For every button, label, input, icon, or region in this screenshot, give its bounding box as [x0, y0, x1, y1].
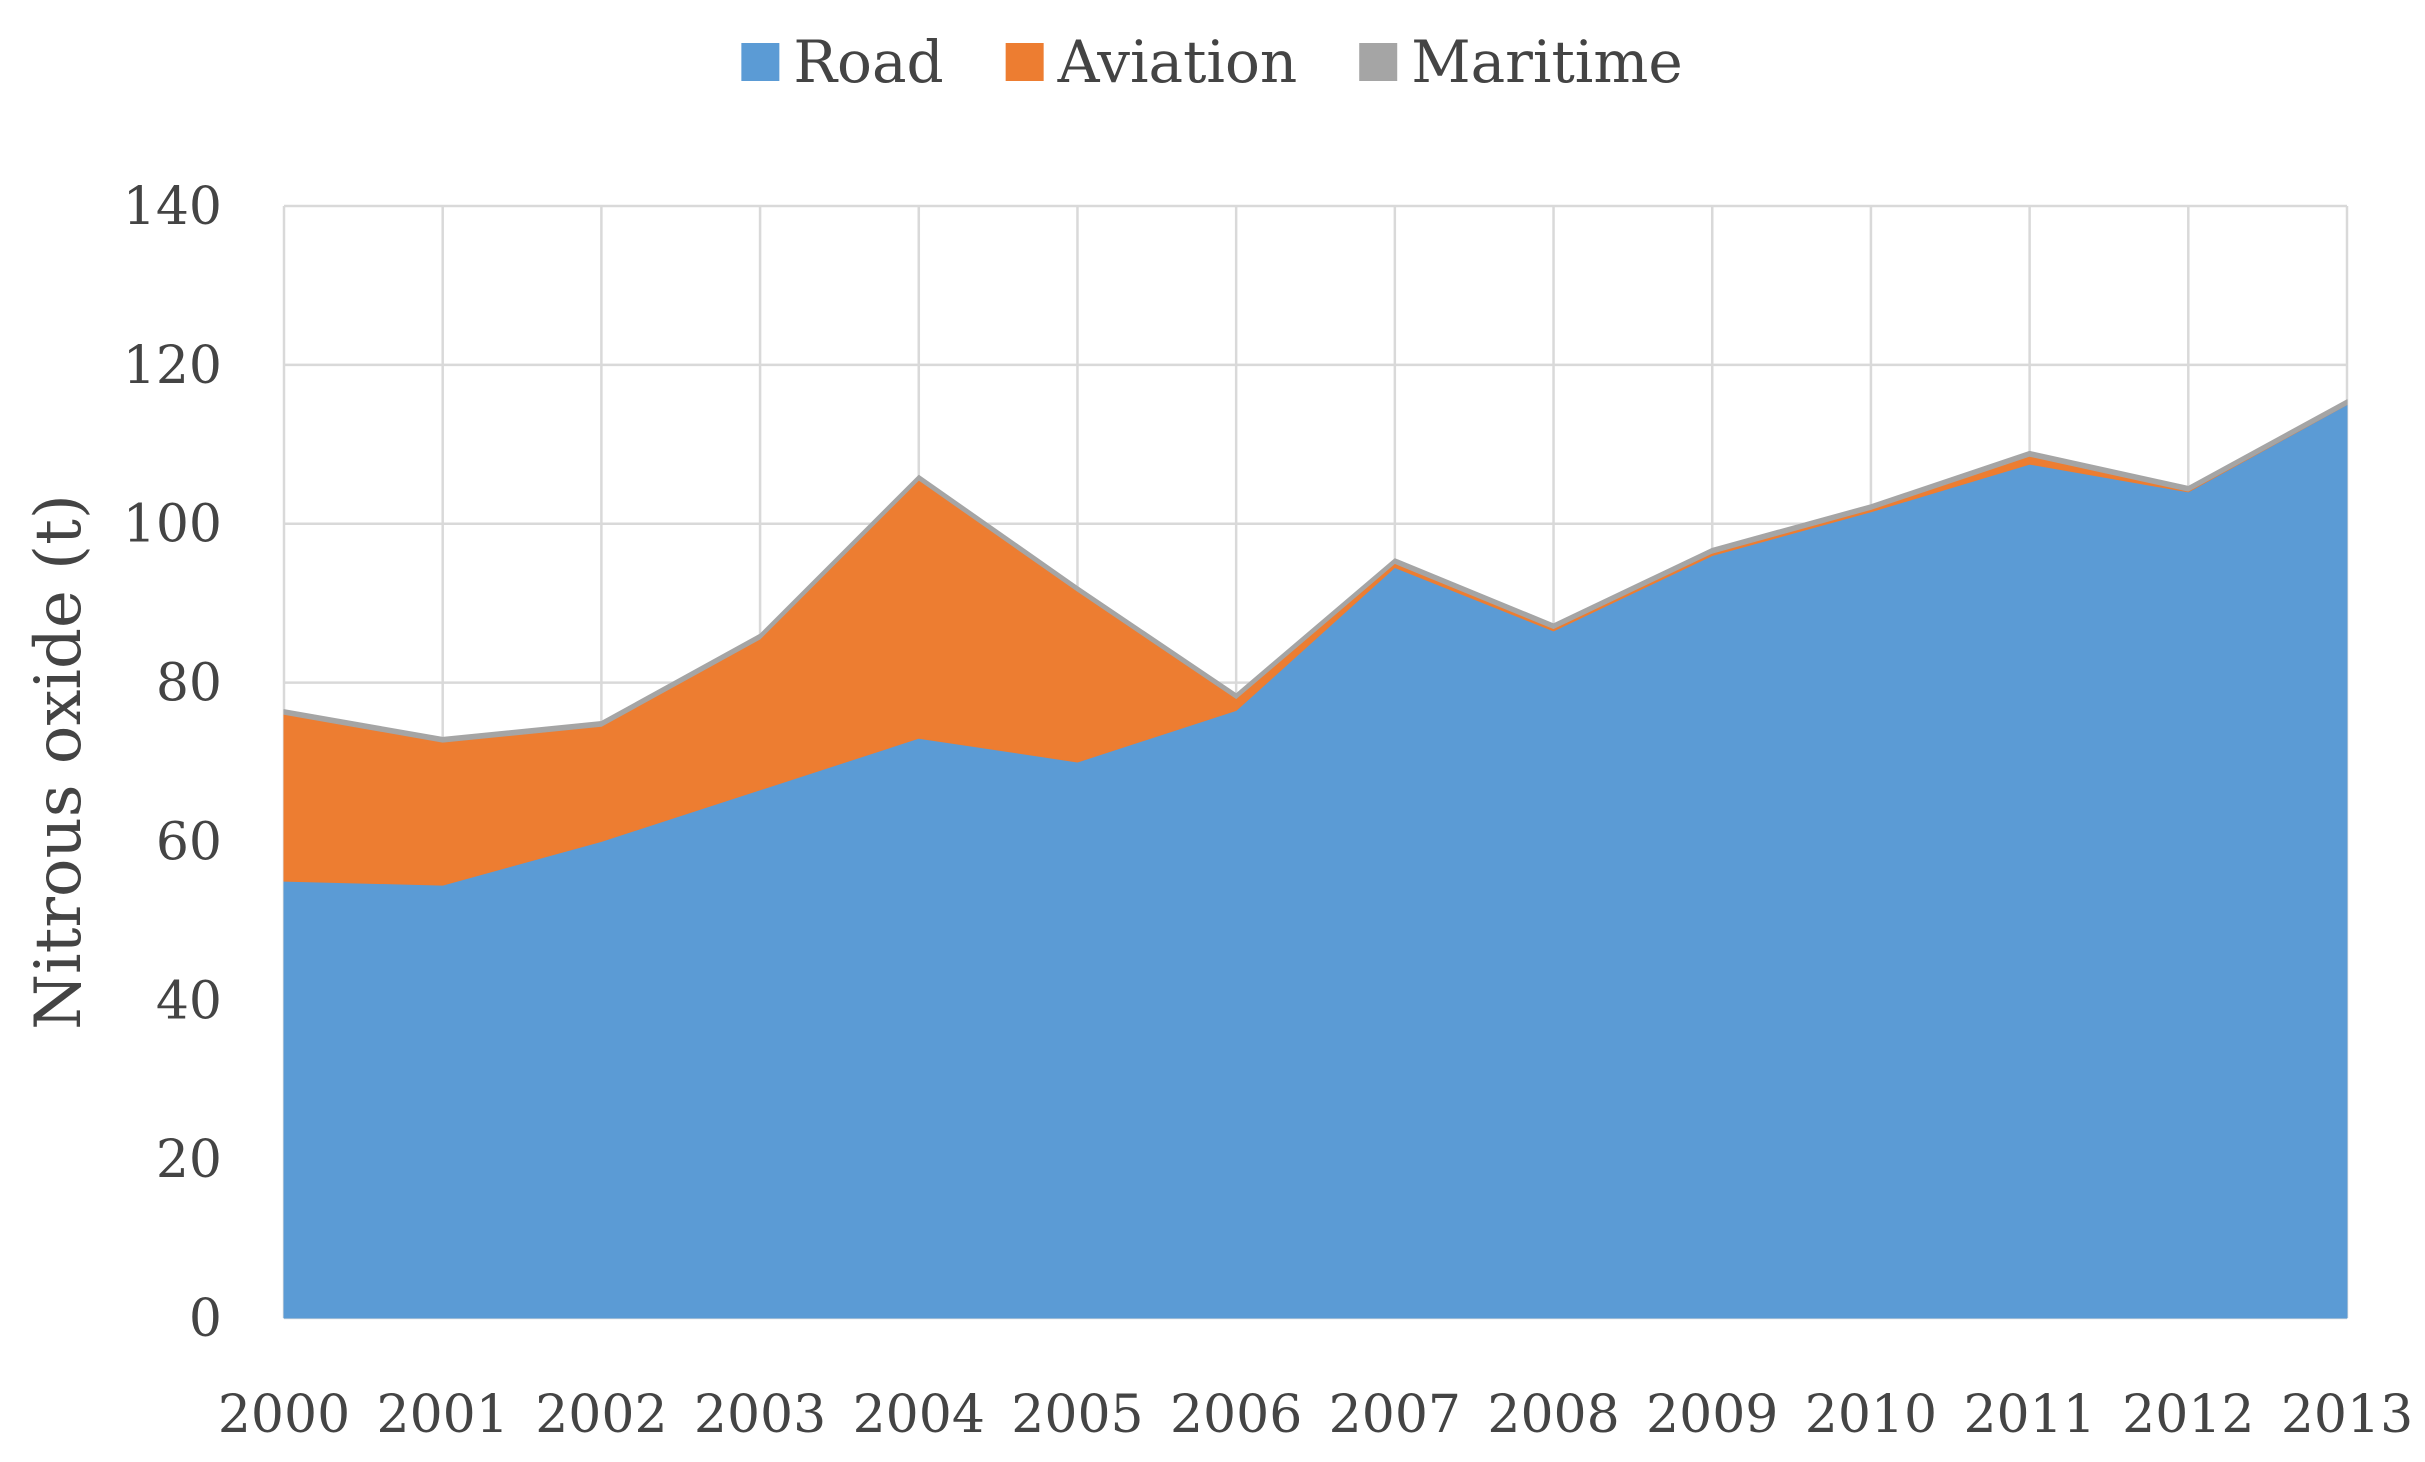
x-tick-label-2008: 2008 — [1487, 1385, 1619, 1445]
x-tick-label-2002: 2002 — [535, 1385, 667, 1445]
legend-label-aviation: Aviation — [1057, 28, 1298, 96]
y-tick-label-20: 20 — [156, 1130, 222, 1190]
x-tick-label-2006: 2006 — [1170, 1385, 1302, 1445]
y-tick-label-80: 80 — [156, 654, 222, 714]
legend-label-maritime: Maritime — [1411, 28, 1682, 96]
y-axis-title: Nitrous oxide (t) — [22, 494, 96, 1030]
legend: Road Aviation Maritime — [741, 28, 1683, 96]
area-maritime — [283, 399, 2348, 743]
x-tick-label-2010: 2010 — [1805, 1385, 1937, 1445]
y-axis-ticks: 0 20 40 60 80 100 120 140 — [123, 177, 222, 1349]
x-tick-label-2005: 2005 — [1011, 1385, 1143, 1445]
x-tick-label-2011: 2011 — [1963, 1385, 2095, 1445]
x-tick-label-2007: 2007 — [1329, 1385, 1461, 1445]
legend-swatch-aviation — [1005, 43, 1044, 81]
y-tick-label-140: 140 — [123, 177, 222, 237]
x-tick-label-2000: 2000 — [218, 1385, 350, 1445]
x-tick-label-2013: 2013 — [2281, 1385, 2413, 1445]
x-tick-label-2009: 2009 — [1646, 1385, 1778, 1445]
y-tick-label-0: 0 — [189, 1289, 222, 1349]
x-axis-ticks: 2000 2001 2002 2003 2004 2005 2006 2007 2008 2009… — [218, 1385, 2413, 1445]
y-tick-label-40: 40 — [156, 971, 222, 1031]
legend-label-road: Road — [793, 28, 943, 96]
legend-swatch-maritime — [1359, 43, 1398, 81]
legend-swatch-road — [741, 43, 780, 81]
y-tick-label-120: 120 — [123, 336, 222, 396]
area-series — [283, 399, 2348, 1319]
x-tick-label-2003: 2003 — [694, 1385, 826, 1445]
area-road — [283, 404, 2348, 1319]
x-tick-label-2004: 2004 — [853, 1385, 985, 1445]
y-tick-label-100: 100 — [123, 495, 222, 555]
x-tick-label-2001: 2001 — [377, 1385, 509, 1445]
x-tick-label-2012: 2012 — [2122, 1385, 2254, 1445]
y-tick-label-60: 60 — [156, 812, 222, 872]
